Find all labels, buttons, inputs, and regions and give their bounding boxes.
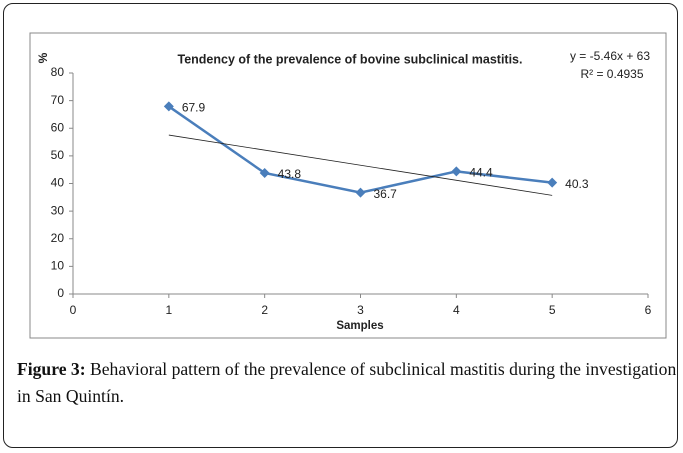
chart-border xyxy=(29,32,667,339)
data-point xyxy=(163,101,174,112)
y-tick-label: 60 xyxy=(51,120,65,134)
trend-equation: y = -5.46x + 63 xyxy=(570,49,650,63)
x-tick-label: 2 xyxy=(261,303,268,317)
caption-text: Behavioral pattern of the prevalence of … xyxy=(17,359,677,406)
y-tick-label: 40 xyxy=(51,176,65,190)
data-label: 43.8 xyxy=(278,167,302,181)
figure-frame xyxy=(3,3,678,448)
x-tick-label: 3 xyxy=(357,303,364,317)
data-label: 40.3 xyxy=(565,177,589,191)
y-tick-label: 10 xyxy=(51,259,65,273)
caption: Figure 3: Behavioral pattern of the prev… xyxy=(17,356,681,410)
caption-label: Figure 3: xyxy=(17,359,86,379)
y-tick-label: 70 xyxy=(51,93,65,107)
y-tick-label: 20 xyxy=(51,231,65,245)
chart-title: Tendency of the prevalence of bovine sub… xyxy=(177,52,522,66)
x-tick-label: 0 xyxy=(70,303,77,317)
y-tick-label: 0 xyxy=(57,286,64,300)
y-tick-label: 80 xyxy=(51,65,65,79)
series-line xyxy=(168,105,553,194)
y-tick-label: 50 xyxy=(51,148,65,162)
x-axis-label: Samples xyxy=(336,320,383,332)
x-tick-label: 5 xyxy=(549,303,556,317)
x-tick-label: 1 xyxy=(165,303,172,317)
x-tick-label: 6 xyxy=(645,303,652,317)
x-tick-label: 4 xyxy=(453,303,460,317)
y-axis-label: % xyxy=(36,52,50,63)
y-tick-label: 30 xyxy=(51,203,65,217)
data-label: 44.4 xyxy=(469,166,493,180)
data-point xyxy=(259,168,270,179)
data-point xyxy=(451,166,462,177)
data-point xyxy=(547,177,558,188)
trend-r-squared: R² = 0.4935 xyxy=(580,67,643,81)
data-point xyxy=(355,187,366,198)
data-label: 36.7 xyxy=(374,187,398,201)
data-label: 67.9 xyxy=(182,101,206,115)
trend-line xyxy=(168,134,553,196)
